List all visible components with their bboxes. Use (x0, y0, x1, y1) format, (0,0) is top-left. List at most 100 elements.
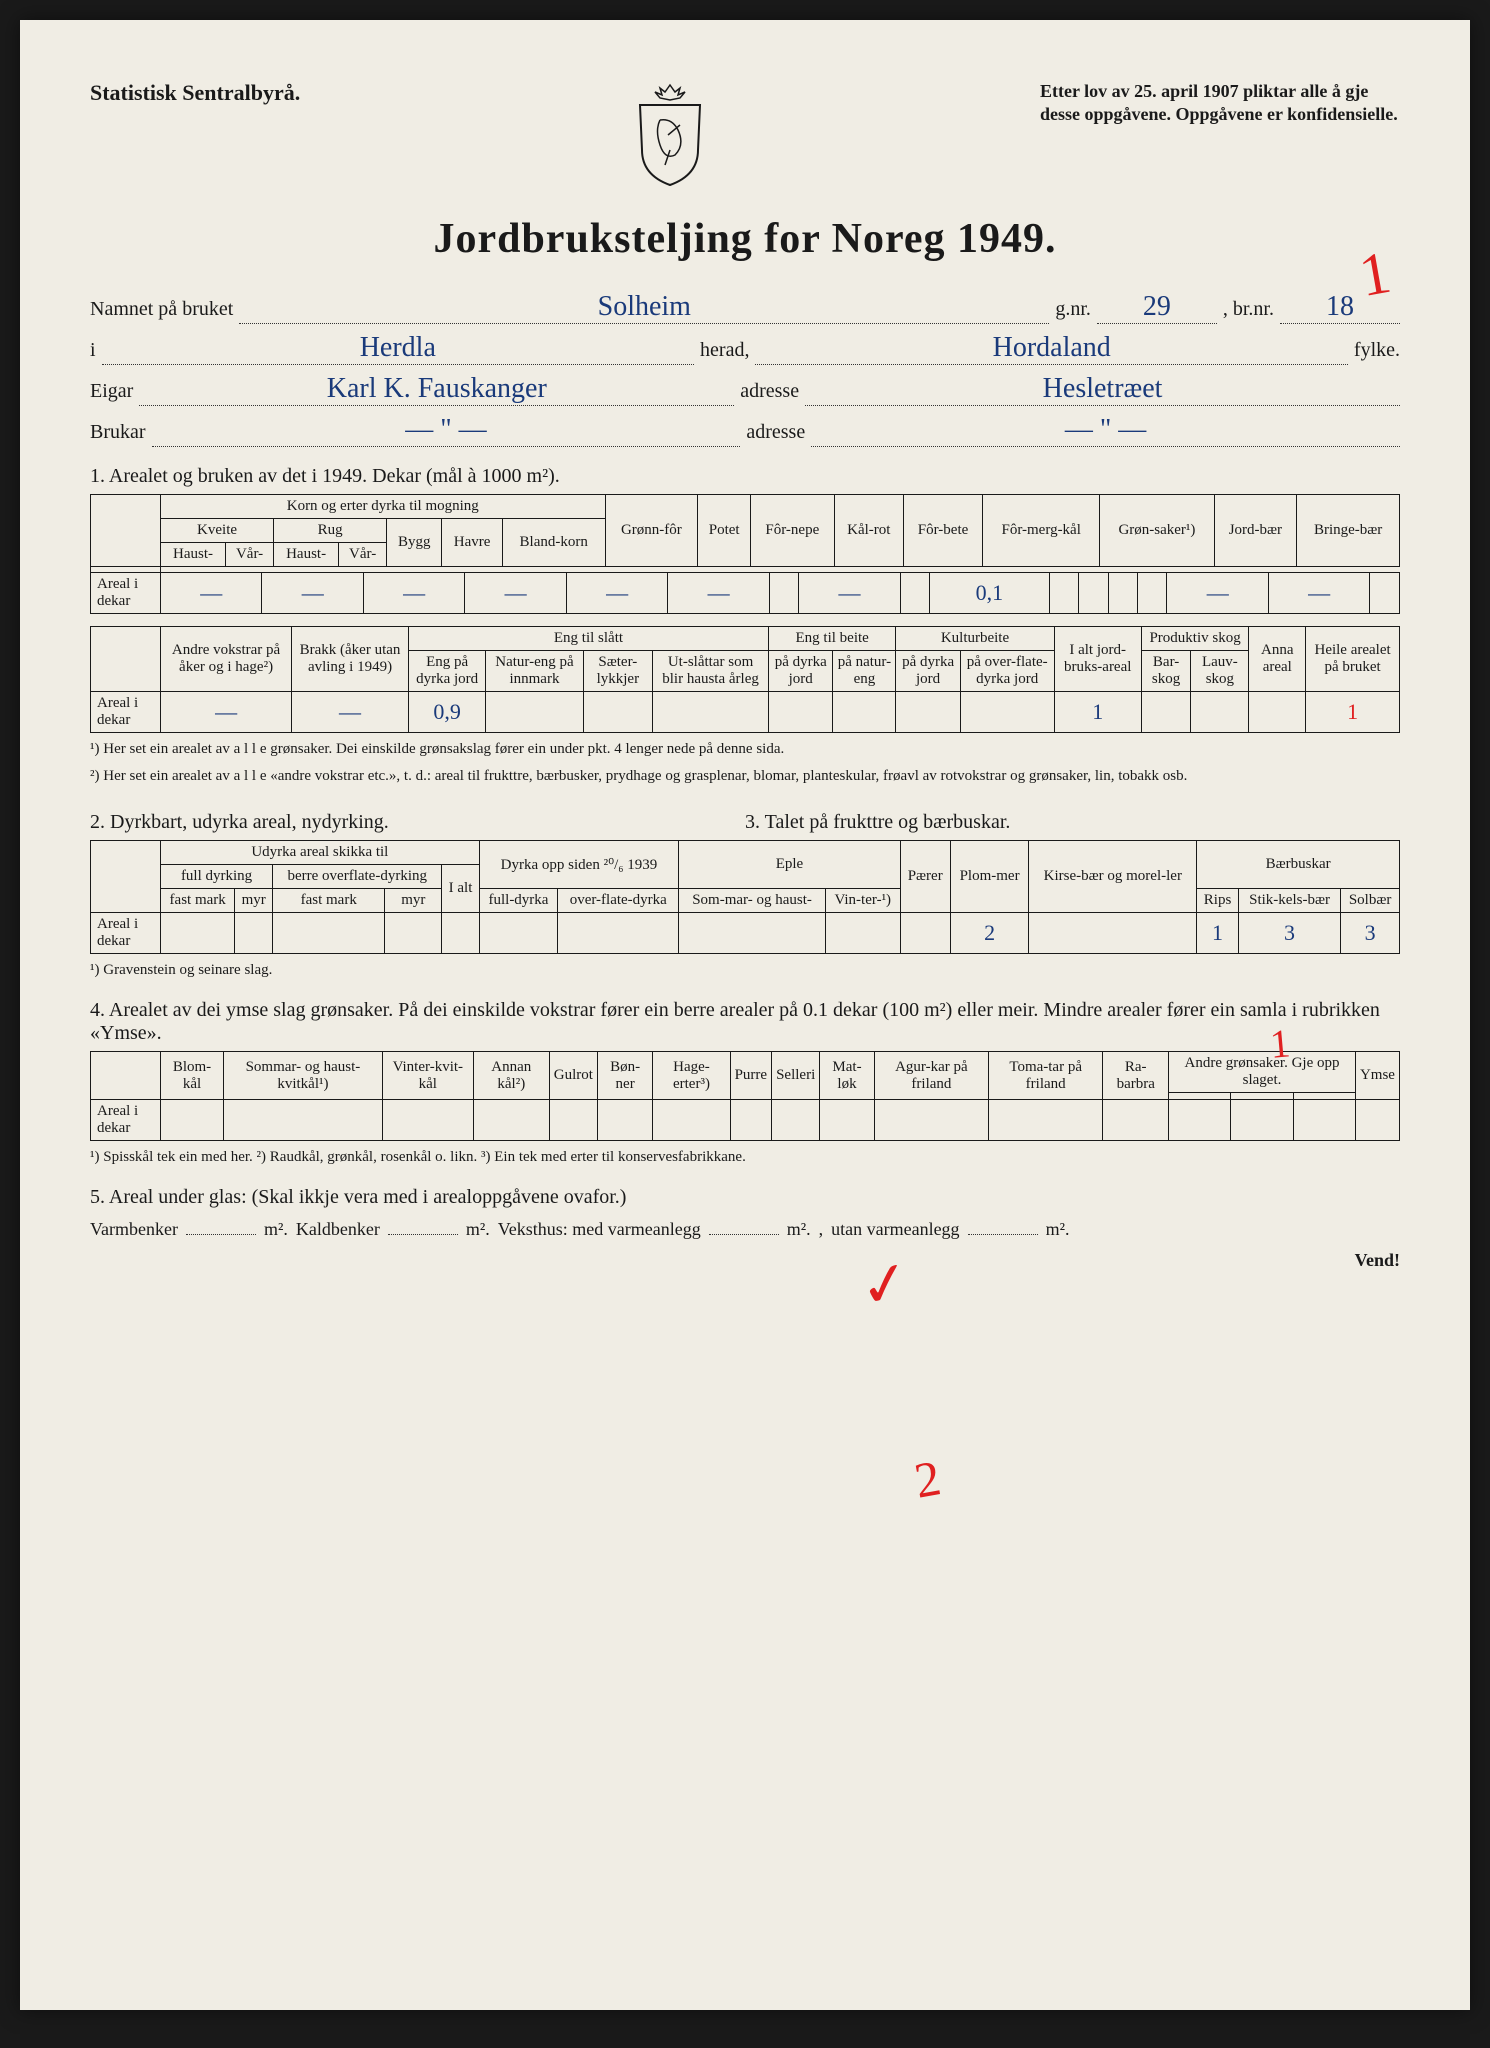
crest-icon (620, 80, 720, 190)
brukar-label: Brukar (90, 421, 146, 444)
th-dyrkaopp: Dyrka opp siden ²⁰/₆ 1939 (479, 841, 679, 889)
v-natureng (486, 692, 583, 733)
th-barskog: Bar-skog (1141, 651, 1191, 692)
th-havre: Havre (442, 519, 503, 567)
row-label-1b: Areal i dekar (91, 692, 161, 733)
th-solbaer: Solbær (1341, 889, 1400, 913)
th-hageerter: Hage-erter³) (653, 1052, 730, 1100)
v-saeter (583, 692, 653, 733)
th-ymse: Ymse (1355, 1052, 1399, 1100)
th-bonner: Bøn-ner (597, 1052, 652, 1100)
th-beitenatur: på natur-eng (833, 651, 896, 692)
v-formergkal (1138, 573, 1167, 614)
th-andre2 (1231, 1093, 1293, 1100)
th-anna: Anna areal (1249, 627, 1306, 692)
th-heile: Heile arealet på bruket (1306, 627, 1400, 692)
v-myr2 (385, 913, 442, 954)
v-brakk: — (292, 692, 409, 733)
v4-17 (1355, 1100, 1399, 1141)
gnr-value: 29 (1097, 293, 1217, 324)
th-baerbuskar: Bærbuskar (1197, 841, 1400, 889)
v-kultdyrka (896, 692, 960, 733)
th-fast2: fast mark (273, 889, 385, 913)
th-prodskog: Produktiv skog (1141, 627, 1249, 651)
th-kirse: Kirse-bær og morel-ler (1029, 841, 1197, 913)
v-blandkorn (769, 573, 798, 614)
v-kveite-h: — (161, 573, 262, 614)
brukar-line: Brukar — " — adresse — " — (90, 416, 1400, 447)
v-andre: — (161, 692, 292, 733)
brnr-label: , br.nr. (1223, 298, 1274, 321)
v-fulld (479, 913, 558, 954)
v4-13 (1103, 1100, 1169, 1141)
th-gronsaker: Grøn-saker¹) (1100, 495, 1214, 567)
th-plommer: Plom-mer (950, 841, 1029, 913)
th-formergkal: Fôr-merg-kål (983, 495, 1100, 567)
th-kveite: Kveite (161, 519, 274, 543)
v-erter: — (799, 573, 900, 614)
adresse-label-2: adresse (746, 421, 805, 444)
adresse-value: Hesletræet (805, 375, 1400, 406)
m2-1: m². (264, 1219, 288, 1240)
v4-16 (1293, 1100, 1355, 1141)
th-myr1: myr (235, 889, 273, 913)
th-bringebaer: Bringe-bær (1297, 495, 1400, 567)
v-stikkels: 3 (1238, 913, 1340, 954)
th-fast1: fast mark (161, 889, 235, 913)
v-rug-h: — (363, 573, 464, 614)
th-rug-v: Vår- (339, 543, 387, 567)
utan-value (968, 1234, 1038, 1235)
veksthus-label: Veksthus: med varmeanlegg (498, 1219, 701, 1240)
v-gronnfor (900, 573, 929, 614)
v-anna (1249, 692, 1306, 733)
vend-label: Vend! (90, 1250, 1400, 1271)
th-kveite-v: Vår- (226, 543, 274, 567)
org-name: Statistisk Sentralbyrå. (90, 80, 300, 106)
th-vinterkvitkal: Vinter-kvit-kål (382, 1052, 473, 1100)
th-kultoverf: på over-flate-dyrka jord (960, 651, 1054, 692)
v-sommar (679, 913, 826, 954)
th-forbete: Fôr-bete (904, 495, 983, 567)
v-bringebaer (1370, 573, 1400, 614)
v-beitenatur (833, 692, 896, 733)
th-rug: Rug (274, 519, 387, 543)
fylke-label: fylke. (1354, 339, 1400, 362)
th-andre: Andre vokstrar på åker og i hage²) (161, 627, 292, 692)
v4-8 (730, 1100, 772, 1141)
th-myr2: myr (385, 889, 442, 913)
th-fulldyrk: full dyrking (161, 865, 273, 889)
th-fulld: full-dyrka (479, 889, 558, 913)
gnr-label: g.nr. (1055, 298, 1091, 321)
v-havre: — (668, 573, 769, 614)
table-1a: Korn og erter dyrka til mogning Grønn-fô… (90, 494, 1400, 573)
th-bygg: Bygg (387, 519, 442, 567)
th-andre3 (1293, 1093, 1355, 1100)
th-natureng: Natur-eng på innmark (486, 651, 583, 692)
th-ialt: I alt jord-bruks-areal (1054, 627, 1141, 692)
th-eng-beite: Eng til beite (769, 627, 896, 651)
section3-title: 3. Talet på frukttre og bærbuskar. (745, 811, 1400, 834)
v4-2 (224, 1100, 383, 1141)
th-udyrka: Udyrka areal skikka til (161, 841, 480, 865)
v-beitedyrka (769, 692, 833, 733)
v-overd (558, 913, 679, 954)
th-kultdyrka: på dyrka jord (896, 651, 960, 692)
v-bygg: — (566, 573, 667, 614)
th-kveite-h: Haust- (161, 543, 226, 567)
m2-4: m². (1046, 1219, 1070, 1240)
m2-3: m². (787, 1219, 811, 1240)
v4-12 (989, 1100, 1103, 1141)
table-4: Blom-kål Sommar- og haust-kvitkål¹) Vint… (90, 1051, 1400, 1141)
th-kulturbeite: Kulturbeite (896, 627, 1054, 651)
v-plommer: 2 (950, 913, 1029, 954)
th-annankal: Annan kål²) (473, 1052, 549, 1100)
v-kalrot (1079, 573, 1108, 614)
th-overfdyrk: berre overflate-dyrking (273, 865, 442, 889)
red-mark-4: 2 (910, 1448, 945, 1509)
th-andre-gron: Andre grønsaker. Gje opp slaget. (1169, 1052, 1356, 1093)
th-gronnfor: Grønn-fôr (605, 495, 698, 567)
th-matlok: Mat-løk (820, 1052, 875, 1100)
census-form-page: 1 1 ✓ 2 Statistisk Sentralbyrå. Etter lo… (20, 20, 1470, 2010)
th-blandkorn: Bland-korn (502, 519, 605, 567)
th-rabarbra: Ra-barbra (1103, 1052, 1169, 1100)
